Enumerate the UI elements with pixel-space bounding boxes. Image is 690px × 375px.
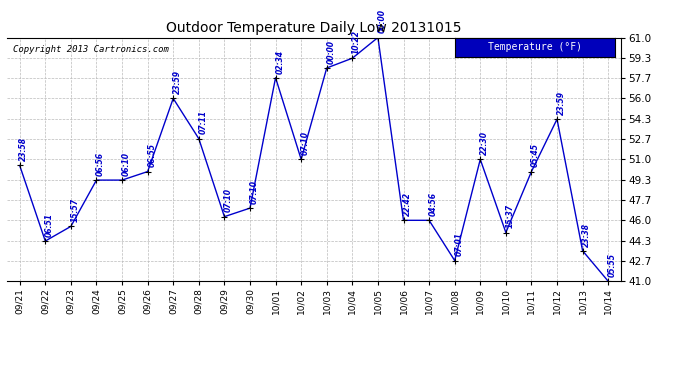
Text: 06:51: 06:51 [45, 213, 54, 237]
Text: 07:10: 07:10 [250, 180, 259, 204]
Text: 06:56: 06:56 [96, 152, 105, 176]
Text: 23:38: 23:38 [582, 223, 591, 247]
Text: 00:00: 00:00 [377, 9, 386, 33]
Text: 23:59: 23:59 [173, 70, 182, 94]
Text: 07:11: 07:11 [199, 111, 208, 135]
Text: 07:10: 07:10 [301, 131, 310, 155]
Text: 15:37: 15:37 [506, 204, 515, 228]
Text: 07:10: 07:10 [224, 189, 233, 213]
Text: 07:01: 07:01 [454, 232, 464, 256]
Title: Outdoor Temperature Daily Low 20131015: Outdoor Temperature Daily Low 20131015 [166, 21, 462, 35]
Text: 06:55: 06:55 [147, 143, 157, 167]
Text: 00:00: 00:00 [326, 40, 335, 64]
Text: 05:55: 05:55 [608, 253, 617, 277]
Text: 10:22: 10:22 [352, 30, 361, 54]
Text: 15:57: 15:57 [70, 198, 79, 222]
Text: 06:10: 06:10 [121, 152, 130, 176]
Text: 23:58: 23:58 [19, 137, 28, 161]
Text: 22:42: 22:42 [403, 192, 412, 216]
Text: 05:45: 05:45 [531, 143, 540, 167]
Text: 04:56: 04:56 [428, 192, 437, 216]
Text: 23:59: 23:59 [557, 91, 566, 115]
Text: Copyright 2013 Cartronics.com: Copyright 2013 Cartronics.com [13, 45, 169, 54]
Text: 22:30: 22:30 [480, 131, 489, 155]
Text: 02:34: 02:34 [275, 50, 284, 74]
